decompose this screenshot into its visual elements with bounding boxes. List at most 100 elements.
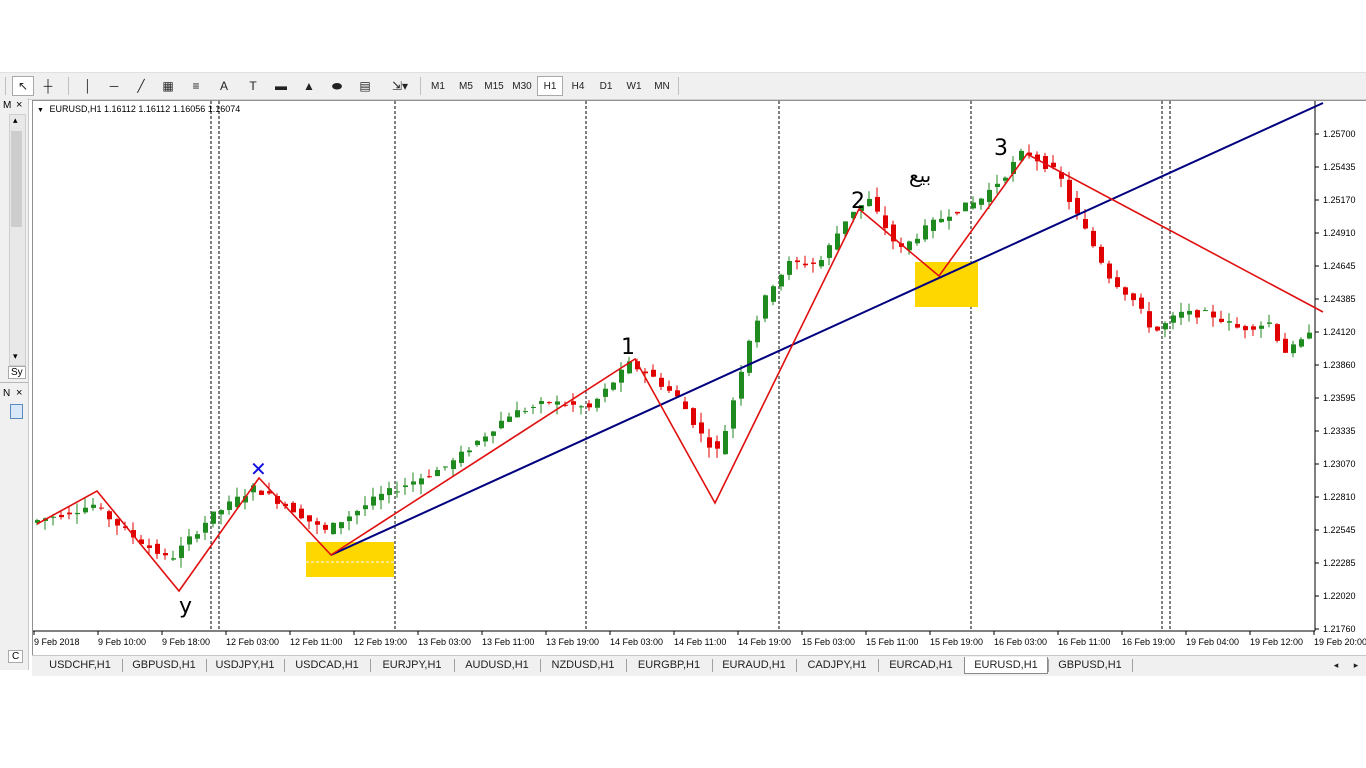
chart-tab-eurgbp-h1[interactable]: EURGBP,H1 bbox=[637, 659, 701, 671]
c-tab[interactable]: C bbox=[8, 650, 24, 663]
candle-body bbox=[99, 507, 104, 509]
candle-body bbox=[67, 512, 72, 515]
candle-body bbox=[1003, 177, 1008, 181]
candle-body bbox=[1027, 152, 1032, 156]
chart-tab-euraud-h1[interactable]: EURAUD,H1 bbox=[722, 659, 786, 671]
candle-body bbox=[1091, 230, 1096, 247]
candle-body bbox=[491, 431, 496, 436]
timeframe-m1-button[interactable]: M1 bbox=[431, 80, 445, 92]
chart-tab-usdcad-h1[interactable]: USDCAD,H1 bbox=[295, 659, 359, 671]
candle-body bbox=[91, 504, 96, 508]
triangle-tool[interactable]: ▲ bbox=[303, 79, 315, 93]
candle-body bbox=[323, 524, 328, 530]
tab-scroll-left-icon[interactable]: ◂ bbox=[1333, 660, 1339, 670]
annotation-label-1: 1 bbox=[621, 335, 635, 360]
timeframe-m15-button[interactable]: M15 bbox=[484, 80, 504, 92]
scroll-thumb[interactable] bbox=[11, 131, 22, 227]
candle-body bbox=[931, 219, 936, 231]
time-tick-label: 15 Feb 03:00 bbox=[802, 637, 855, 647]
chart-menu-icon[interactable]: ▼ bbox=[37, 107, 44, 114]
candle-body bbox=[723, 431, 728, 455]
time-tick-label: 9 Feb 2018 bbox=[34, 637, 80, 647]
time-tick-label: 14 Feb 11:00 bbox=[674, 637, 726, 647]
candle-body bbox=[75, 512, 80, 515]
text-tool[interactable]: A bbox=[219, 79, 228, 93]
candle-body bbox=[547, 402, 552, 404]
navigator-tab[interactable]: N bbox=[3, 388, 11, 399]
cursor-tool[interactable]: ↖ bbox=[12, 76, 34, 96]
rectangle-tool[interactable]: ▬ bbox=[275, 79, 287, 93]
chart-tabs-bar: USDCHF,H1 GBPUSD,H1 USDJPY,H1 USDCAD,H1 EURJ… bbox=[32, 655, 1366, 676]
timeframe-m5-button[interactable]: M5 bbox=[459, 80, 473, 92]
drawing-toolbar: ↖ ┼ │ ─ ╱ ▦ ≡ A T ▬ ▲ ⬬ ▤ ⇲▾ M1 M5 M15 M30 H1 H4 D1 W1 MN bbox=[0, 72, 1366, 100]
timeframe-h4-button[interactable]: H4 bbox=[571, 80, 585, 92]
text-label-tool[interactable]: T bbox=[249, 79, 257, 93]
chart-tab-cadjpy-h1[interactable]: CADJPY,H1 bbox=[807, 659, 867, 671]
chart-tab-nzdusd-h1[interactable]: NZDUSD,H1 bbox=[551, 659, 615, 671]
ellipse-tool[interactable]: ⬬ bbox=[331, 78, 343, 93]
toolbar-separator bbox=[420, 77, 421, 95]
arrows-tool[interactable]: ⇲▾ bbox=[391, 79, 409, 93]
candle-body bbox=[795, 260, 800, 263]
fibo-fan-tool[interactable]: ▤ bbox=[359, 79, 371, 93]
scroll-down-icon[interactable]: ▾ bbox=[13, 351, 18, 361]
candle-body bbox=[411, 481, 416, 485]
timeframe-w1-button[interactable]: W1 bbox=[626, 80, 642, 92]
chart-tab-gbpusd-h1[interactable]: GBPUSD,H1 bbox=[132, 659, 196, 671]
chart-tab-usdjpy-h1[interactable]: USDJPY,H1 bbox=[215, 659, 275, 671]
crosshair-tool[interactable]: ┼ bbox=[43, 79, 53, 93]
candle-body bbox=[699, 422, 704, 434]
market-watch-tab[interactable]: M bbox=[3, 100, 12, 111]
candle-body bbox=[995, 183, 1000, 187]
time-tick-label: 16 Feb 03:00 bbox=[994, 637, 1047, 647]
price-tick-label: 1.22285 bbox=[1323, 558, 1356, 568]
candle-body bbox=[1139, 297, 1144, 309]
timeframe-m30-button[interactable]: M30 bbox=[512, 80, 532, 92]
price-chart[interactable]: 1.25700 1.25435 1.25170 1.24910 1.24645 1.243… bbox=[33, 101, 1366, 655]
trendline-tool[interactable]: ╱ bbox=[137, 79, 145, 93]
candle-body bbox=[243, 496, 248, 503]
close-icon[interactable]: × bbox=[16, 99, 23, 111]
tab-scroll-right-icon[interactable]: ▸ bbox=[1353, 660, 1359, 670]
time-tick-label: 13 Feb 11:00 bbox=[482, 637, 534, 647]
candle-body bbox=[827, 245, 832, 258]
close-icon[interactable]: × bbox=[16, 387, 23, 399]
chart-tab-usdchf-h1[interactable]: USDCHF,H1 bbox=[49, 659, 111, 671]
chart-tab-eurjpy-h1[interactable]: EURJPY,H1 bbox=[382, 659, 442, 671]
candle-body bbox=[939, 218, 944, 223]
price-tick-label: 1.22545 bbox=[1323, 525, 1356, 535]
equidistant-channel-tool[interactable]: ▦ bbox=[162, 79, 174, 93]
candle-body bbox=[1299, 339, 1304, 347]
timeframe-d1-button[interactable]: D1 bbox=[599, 80, 613, 92]
chart-tab-eurusd-h1[interactable]: EURUSD,H1 bbox=[964, 657, 1048, 674]
tab-separator bbox=[370, 659, 371, 672]
candle-body bbox=[235, 496, 240, 508]
candle-body bbox=[435, 470, 440, 477]
timeframe-h1-button[interactable]: H1 bbox=[537, 76, 563, 96]
candle-body bbox=[563, 404, 568, 406]
toolbar-separator bbox=[678, 77, 679, 95]
symbols-tab[interactable]: Sy bbox=[8, 366, 26, 379]
horizontal-line-tool[interactable]: ─ bbox=[109, 79, 119, 93]
fibonacci-tool[interactable]: ≡ bbox=[192, 79, 200, 93]
trendline bbox=[330, 102, 1324, 556]
chart-tab-audusd-h1[interactable]: AUDUSD,H1 bbox=[465, 659, 529, 671]
candle-body bbox=[171, 558, 176, 560]
chart-window[interactable]: 1.25700 1.25435 1.25170 1.24910 1.24645 1.243… bbox=[32, 100, 1366, 656]
vertical-line-tool[interactable]: │ bbox=[84, 79, 92, 93]
candle-body bbox=[1011, 161, 1016, 174]
candle-body bbox=[979, 198, 984, 205]
timeframe-mn-button[interactable]: MN bbox=[654, 80, 670, 92]
candle-body bbox=[1147, 311, 1152, 328]
chart-header-text: EURUSD,H1 1.16112 1.16112 1.16056 1.1607… bbox=[49, 104, 241, 114]
candle-body bbox=[219, 510, 224, 515]
candle-body bbox=[907, 241, 912, 251]
scrollbar[interactable]: ▴ ▾ bbox=[9, 114, 26, 366]
chart-tab-eurcad-h1[interactable]: EURCAD,H1 bbox=[889, 659, 953, 671]
candle-body bbox=[651, 369, 656, 377]
navigator-tree-icon[interactable] bbox=[10, 404, 23, 419]
tab-separator bbox=[1048, 659, 1049, 672]
scroll-up-icon[interactable]: ▴ bbox=[13, 115, 18, 125]
time-tick-label: 19 Feb 20:00 bbox=[1314, 637, 1366, 647]
chart-tab-gbpusd-h1[interactable]: GBPUSD,H1 bbox=[1058, 659, 1122, 671]
